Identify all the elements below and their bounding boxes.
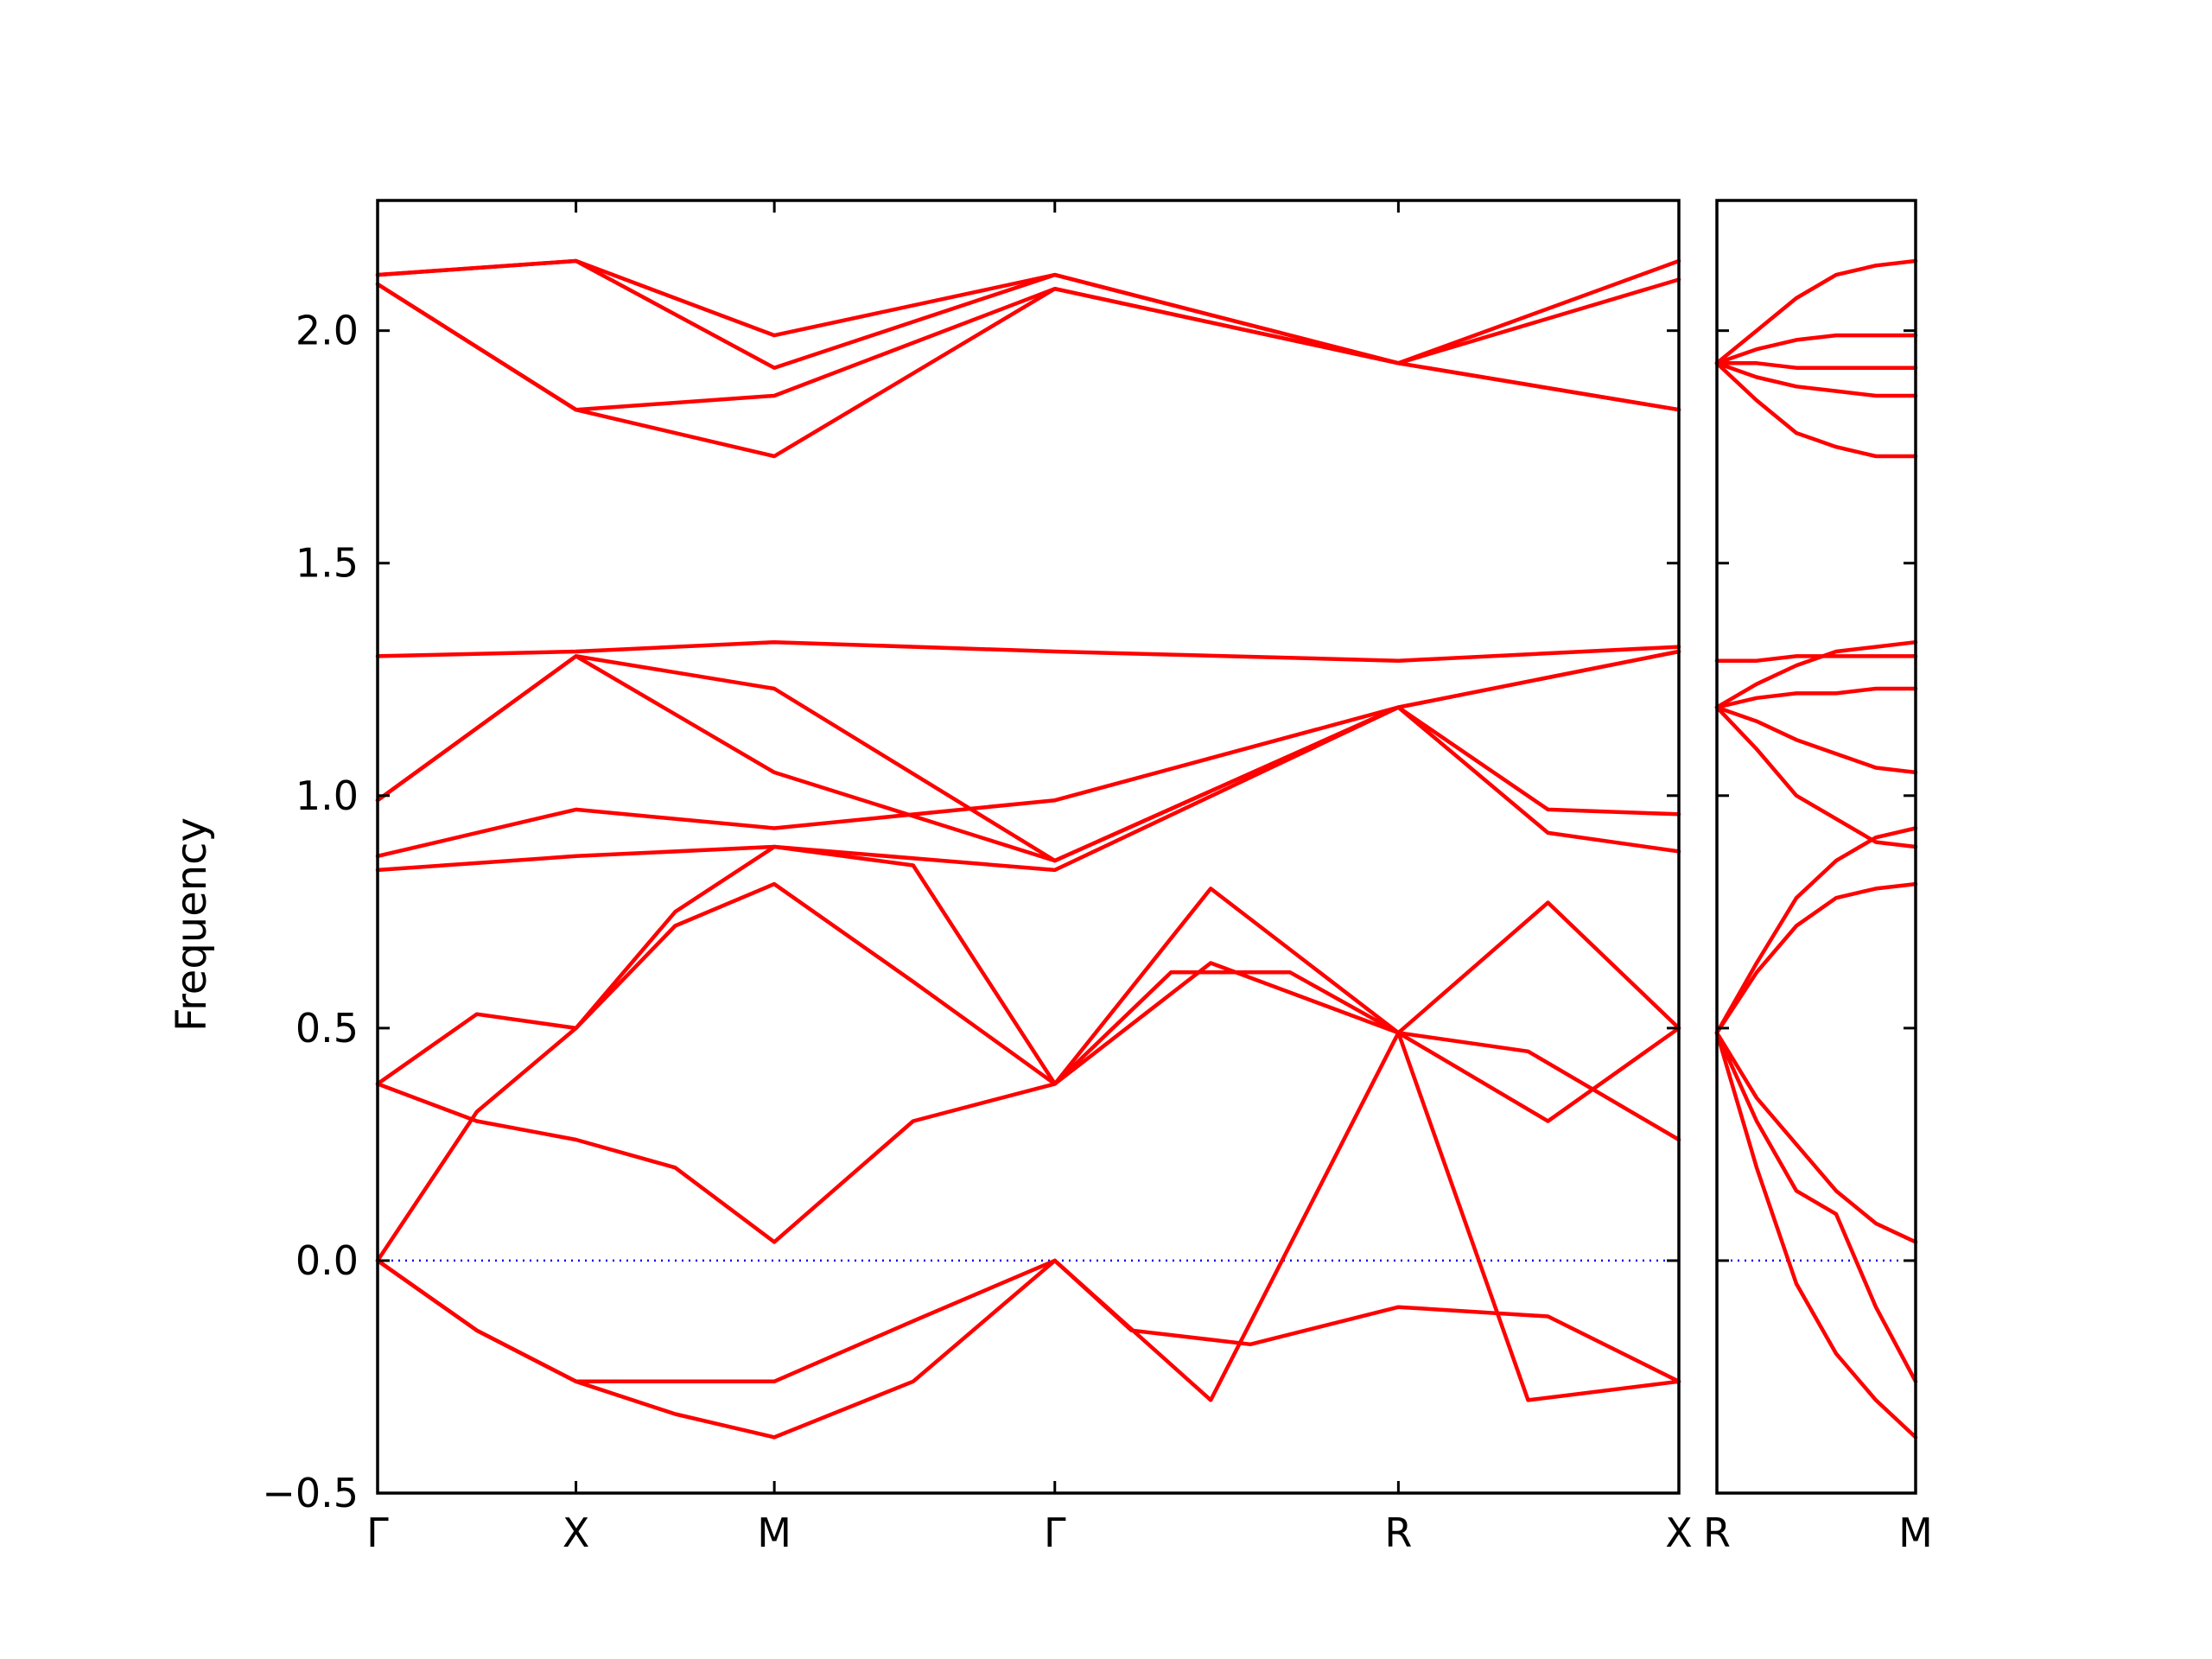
y-tick-label: −0.5 [262,1470,359,1516]
band-3 [375,844,1681,1263]
band-2 [375,1031,1681,1440]
band-4 [375,961,1681,1244]
band-3 [1714,1031,1918,1244]
q-point-label: R [1703,1510,1731,1556]
band-5 [1714,826,1918,1035]
q-point-label: Γ [1044,1510,1066,1556]
band-1 [1714,1031,1918,1440]
band-5 [375,881,1681,1086]
band-10 [1714,639,1918,709]
band-14 [1714,333,1918,365]
y-tick-label: 2.0 [296,308,359,354]
band-2 [1714,1031,1918,1384]
band-10 [375,639,1681,663]
plot-frame [1715,199,1917,1495]
y-tick-label: 0.5 [296,1005,359,1052]
q-point-label: M [757,1510,791,1556]
panel-1: −0.5 0.0 0.5 1.0 1.5 2.0 Γ X M Γ R X [262,199,1693,1556]
band-12 [375,282,1681,412]
band-15 [1714,258,1918,365]
q-point-label: R [1384,1510,1412,1556]
band-4 [1714,881,1918,1035]
q-point-label: M [1898,1510,1933,1556]
q-point-label: X [1665,1510,1693,1556]
y-tick-label: 0.0 [296,1237,359,1284]
band-6 [1714,705,1918,849]
band-6 [375,705,1681,873]
band-12 [1714,361,1918,398]
band-8 [1714,686,1918,709]
y-tick-label: 1.5 [296,540,359,587]
band-9 [375,649,1681,863]
band-11 [375,282,1681,459]
band-14 [375,258,1681,365]
y-axis-label: Frequency [168,817,216,1032]
band-8 [375,649,1681,863]
y-tick-label: 1.0 [296,772,359,819]
band-7 [375,705,1681,859]
band-13 [1714,361,1918,370]
band-11 [1714,361,1918,459]
band-7 [1714,705,1918,775]
q-point-label: X [563,1510,590,1556]
panels: −0.50.00.51.01.52.0Γ X M Γ R X R M [262,199,1933,1556]
band-13 [375,258,1681,370]
band-9 [1714,654,1918,663]
plot-frame [376,199,1681,1495]
q-point-label: Γ [366,1510,389,1556]
